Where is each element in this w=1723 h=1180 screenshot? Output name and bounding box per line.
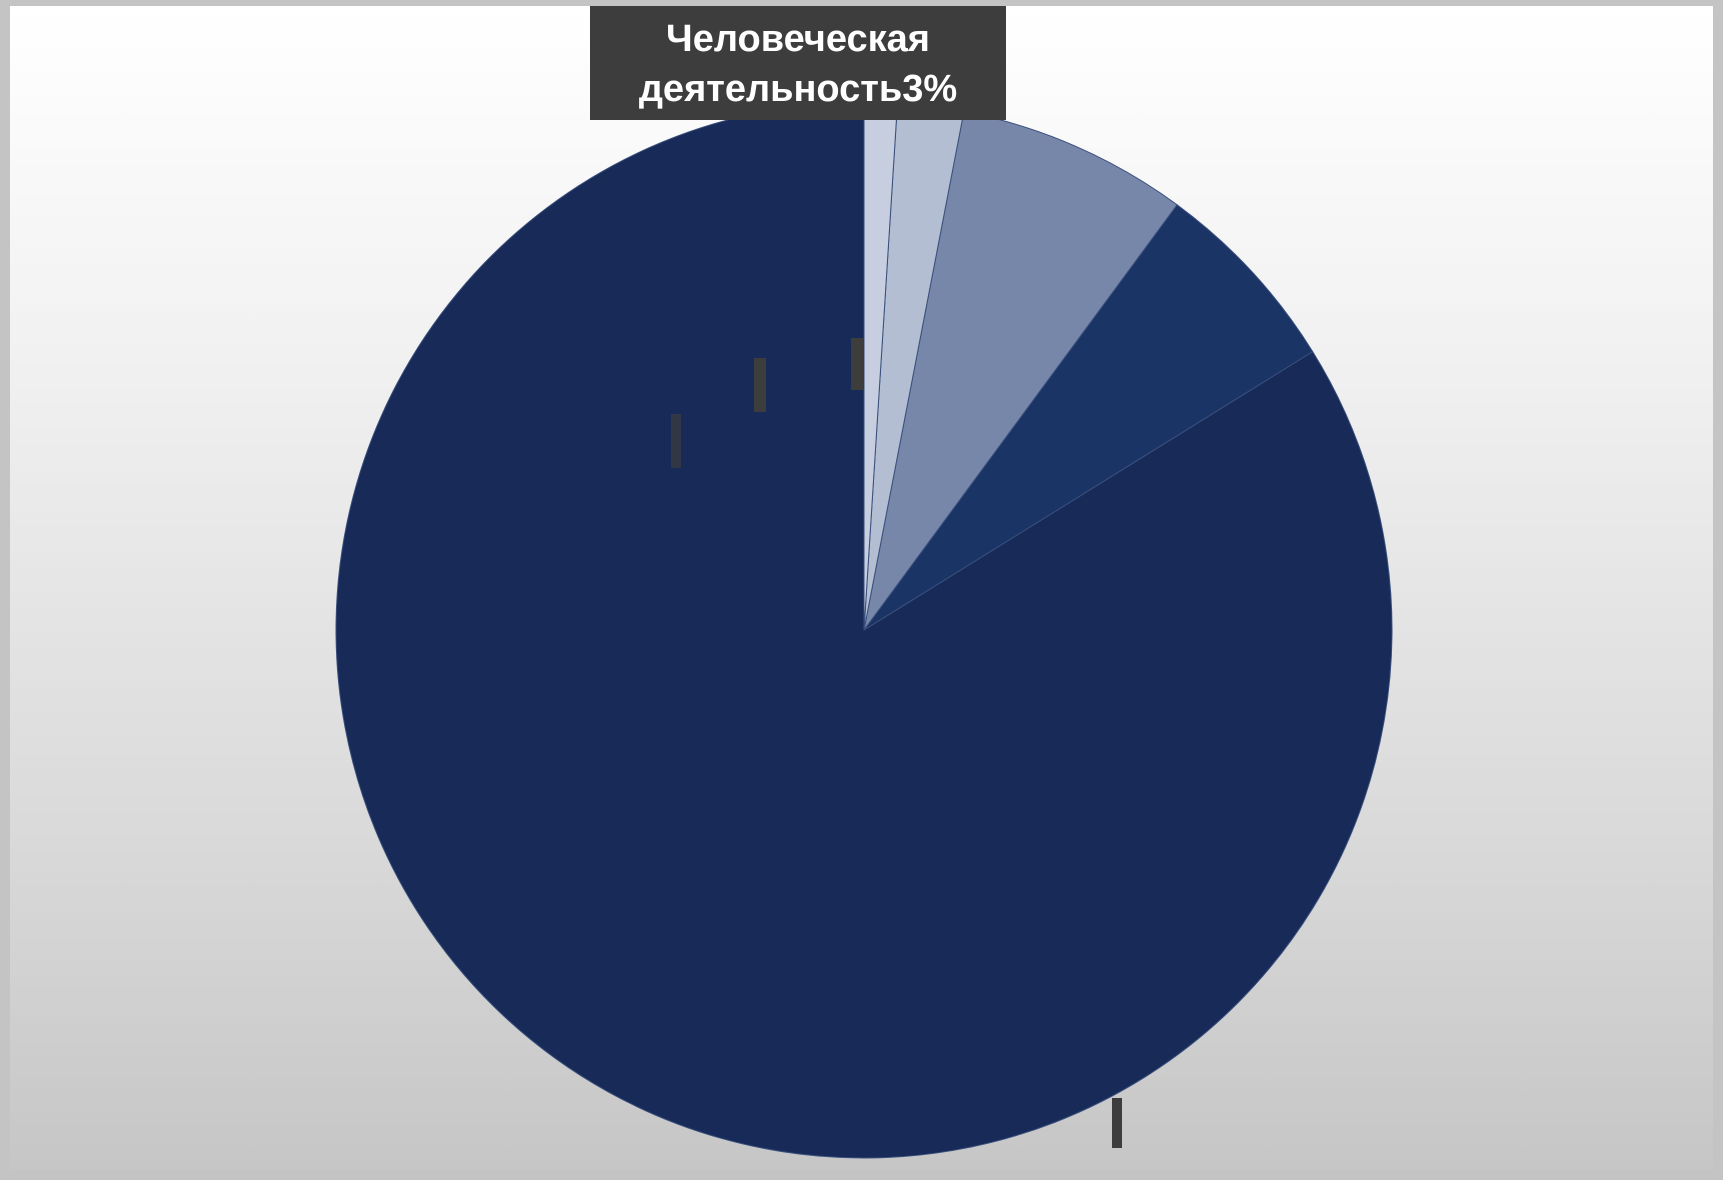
slice-data-label: Человеческая деятельность3% [590,6,1006,120]
label-marker [1112,1098,1122,1148]
label-marker [754,358,766,412]
pie-slices [335,101,1393,1159]
label-marker [671,414,681,468]
label-marker [851,338,863,390]
slice-data-label-line2: деятельность3% [638,68,958,110]
label-markers [671,338,1122,1148]
slice-data-label-line1: Человеческая [666,18,930,60]
pie-slice [863,204,1314,631]
